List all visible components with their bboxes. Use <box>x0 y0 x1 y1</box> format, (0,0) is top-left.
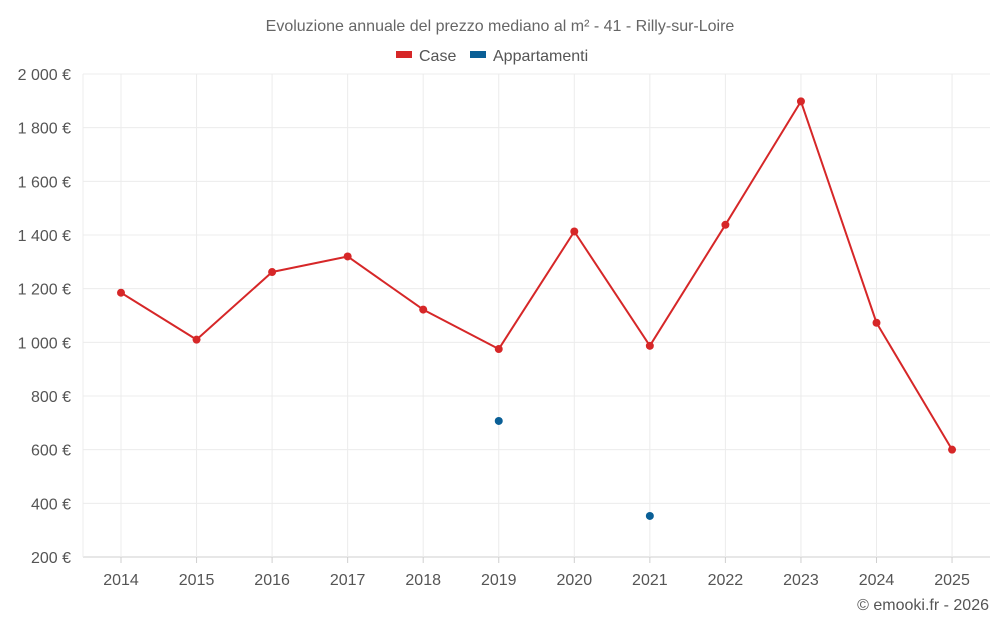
y-tick-label: 400 € <box>31 496 71 513</box>
y-tick-label: 600 € <box>31 443 71 460</box>
data-point-case[interactable] <box>494 345 503 354</box>
chart-title: Evoluzione annuale del prezzo mediano al… <box>266 18 735 35</box>
y-tick-label: 200 € <box>31 550 71 567</box>
data-point-appartamenti[interactable] <box>494 416 503 425</box>
legend-item-case[interactable]: Case <box>396 48 456 65</box>
data-point-case[interactable] <box>872 318 881 327</box>
x-axis-ticks: 2014 2015 2016 2017 2018 2019 2020 2021 2022 2023… <box>103 557 970 589</box>
legend: Case Appartamenti <box>396 48 588 65</box>
data-point-case[interactable] <box>268 268 277 277</box>
data-point-case[interactable] <box>192 335 201 344</box>
gridlines <box>82 73 990 558</box>
series-line-case <box>120 100 953 451</box>
y-tick-label: 800 € <box>31 389 71 406</box>
data-point-case[interactable] <box>117 288 125 297</box>
series-layer <box>117 97 957 520</box>
x-tick-label: 2014 <box>103 572 139 589</box>
y-tick-label: 2 000 € <box>18 67 71 84</box>
legend-swatch-case <box>396 51 412 58</box>
y-tick-label: 1 200 € <box>18 282 71 299</box>
data-point-case[interactable] <box>645 341 654 350</box>
x-tick-label: 2017 <box>330 572 366 589</box>
data-point-case[interactable] <box>570 227 579 236</box>
data-point-appartamenti[interactable] <box>645 511 654 520</box>
x-tick-label: 2020 <box>557 572 593 589</box>
y-tick-label: 1 000 € <box>18 335 71 352</box>
y-tick-label: 1 600 € <box>18 174 71 191</box>
x-tick-label: 2021 <box>632 572 668 589</box>
data-point-case[interactable] <box>343 252 352 261</box>
data-point-case[interactable] <box>721 220 730 229</box>
data-point-case[interactable] <box>796 97 805 106</box>
legend-label-appartamenti: Appartamenti <box>493 48 588 65</box>
y-axis-ticks: 2 000 € 1 800 € 1 600 € 1 400 € 1 200 € 1 000… <box>18 67 71 567</box>
y-tick-label: 1 400 € <box>18 228 71 245</box>
x-tick-label: 2022 <box>708 572 744 589</box>
legend-swatch-appartamenti <box>470 51 486 58</box>
x-tick-label: 2018 <box>405 572 441 589</box>
x-tick-label: 2019 <box>481 572 517 589</box>
credit-text: © emooki.fr - 2026 <box>857 597 989 614</box>
data-point-case[interactable] <box>419 305 428 314</box>
legend-label-case: Case <box>419 48 456 65</box>
legend-item-appartamenti[interactable]: Appartamenti <box>470 48 588 65</box>
x-tick-label: 2015 <box>179 572 215 589</box>
x-tick-label: 2024 <box>859 572 895 589</box>
x-tick-label: 2023 <box>783 572 819 589</box>
y-tick-label: 1 800 € <box>18 121 71 138</box>
x-tick-label: 2016 <box>254 572 290 589</box>
x-tick-label: 2025 <box>934 572 970 589</box>
data-point-case[interactable] <box>948 445 957 454</box>
